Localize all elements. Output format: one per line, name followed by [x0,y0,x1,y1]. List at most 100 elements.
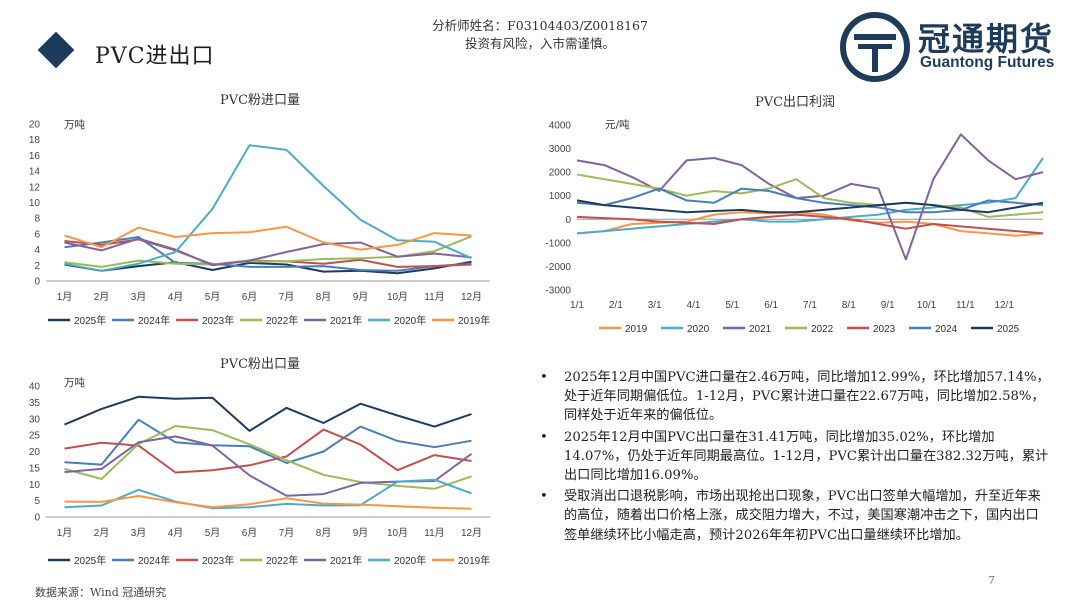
legend-label: 2022年 [266,554,298,567]
y-tick-label: -1000 [545,238,571,249]
legend-label: 2025年 [74,554,106,567]
series-line-2020年 [64,144,472,272]
y-tick-label: 10 [29,480,41,491]
legend-label: 2019 [625,324,648,335]
logo-text-cn: 冠通期货 [918,20,1055,58]
legend-label: 2025 [997,324,1020,335]
guantong-logo-icon [840,12,910,82]
x-tick-label: 11月 [424,291,444,303]
y-tick-label: 2000 [549,168,572,179]
series-line-2019 [576,211,1044,237]
y-tick-label: 5 [34,496,40,507]
y-tick-label: 40 [29,382,41,393]
y-tick-label: 25 [29,431,41,442]
y-tick-label: 3000 [549,144,572,155]
data-source: 数据来源：Wind 冠通研究 [35,586,167,599]
y-tick-label: 18 [29,135,41,146]
legend-label: 2022 [811,324,834,335]
series-line-2019年 [64,495,472,510]
x-tick-label: 11月 [424,527,444,539]
page-title: PVC进出口 [95,44,215,69]
x-tick-label: 9月 [353,527,369,539]
bullet-export: 2025年12月中国PVC出口量在31.41万吨，同比增加35.02%，环比增加… [538,428,1050,486]
legend-label: 2023年 [202,314,234,327]
logo-text-en: Guantong Futures [920,54,1055,71]
chart-title: PVC粉出口量 [220,357,300,372]
x-tick-label: 4/1 [687,300,701,311]
x-tick-label: 3月 [131,291,147,303]
x-tick-label: 2月 [94,527,110,539]
x-tick-label: 7月 [279,291,295,303]
bullet-import: 2025年12月中国PVC进口量在2.46万吨，同比增加12.99%，环比增加5… [538,368,1050,426]
unit-label: 万吨 [64,376,85,389]
legend-label: 2022年 [266,314,298,327]
series-line-2021 [576,133,1044,261]
legend-label: 2021 [749,324,772,335]
legend-label: 2020年 [394,314,426,327]
x-tick-label: 11/1 [956,300,975,311]
series-line-2020年 [64,478,472,510]
legend-label: 2024年 [138,554,170,567]
x-tick-label: 10月 [387,527,408,539]
series-line-2023年 [64,428,472,474]
y-tick-label: 15 [29,463,41,474]
x-tick-label: 1月 [57,291,73,303]
y-tick-label: 0 [34,277,40,288]
y-tick-label: 20 [29,447,41,458]
y-tick-label: 1000 [549,191,572,202]
title-diamond-icon [37,31,75,69]
series-line-2019年 [64,225,472,251]
x-tick-label: 8/1 [842,300,856,311]
x-tick-label: 2月 [94,291,110,303]
legend-label: 2025年 [74,314,106,327]
series-line-2024 [576,187,1044,214]
legend-label: 2024 [935,324,958,335]
chart-title: PVC粉进口量 [220,93,300,108]
x-tick-label: 1/1 [570,300,584,311]
legend-label: 2019年 [458,314,490,327]
x-tick-label: 3/1 [648,300,662,311]
y-tick-label: 0 [34,513,40,524]
chart-title: PVC出口利润 [755,95,835,110]
legend-label: 2023年 [202,554,234,567]
unit-label: 万吨 [64,118,85,131]
legend-label: 2023 [873,324,896,335]
y-tick-label: 10 [29,198,41,209]
y-tick-label: 12 [29,182,41,193]
series-line-2021年 [64,237,472,267]
y-tick-label: 4000 [549,121,572,132]
x-tick-label: 8月 [316,291,332,303]
y-tick-label: 35 [29,398,41,409]
legend-label: 2021年 [330,554,362,567]
x-tick-label: 6/1 [764,300,778,311]
series-line-2022年 [64,425,472,490]
x-tick-label: 12/1 [994,300,1014,311]
x-tick-label: 4月 [168,291,184,303]
x-tick-label: 5/1 [725,300,739,311]
y-tick-label: 16 [29,151,41,162]
series-line-2025年 [64,395,472,432]
legend-label: 2021年 [330,314,362,327]
legend-label: 2019年 [458,554,490,567]
series-line-2025 [576,199,1044,214]
series-line-2020 [576,157,1044,235]
series-line-2024年 [64,418,472,466]
y-tick-label: 8 [34,214,40,225]
x-tick-label: 12月 [461,527,482,539]
legend-label: 2024年 [138,314,170,327]
series-line-2025年 [64,260,472,275]
x-tick-label: 12月 [461,291,482,303]
x-tick-label: 4月 [168,527,184,539]
x-tick-label: 6月 [242,291,258,303]
risk-warning: 投资有风险，入市需谨慎。 [464,36,615,51]
x-tick-label: 10/1 [917,300,937,311]
analyst-info: 分析师姓名：F03104403/Z0018167 [432,18,648,33]
x-tick-label: 9/1 [881,300,895,311]
bullet-outlook: 受取消出口退税影响，市场出现抢出口现象，PVC出口签单大幅增加，升至近年来的高位… [538,487,1050,545]
y-tick-label: -2000 [545,262,571,273]
y-tick-label: -3000 [545,286,571,297]
x-tick-label: 2/1 [609,300,623,311]
